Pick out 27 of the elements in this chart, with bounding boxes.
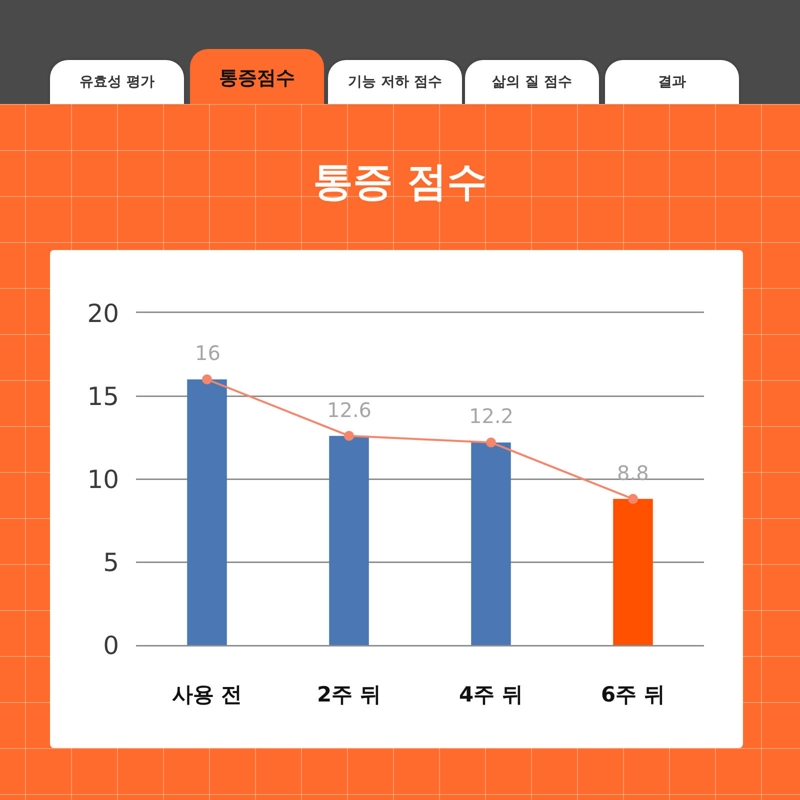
y-tick-label: 20 bbox=[87, 298, 119, 328]
bar bbox=[613, 498, 653, 645]
tab: 결과 bbox=[605, 60, 739, 104]
bar bbox=[187, 379, 227, 645]
data-label: 8.8 bbox=[617, 461, 649, 485]
bar bbox=[471, 442, 511, 645]
chart-title: 통증 점수 bbox=[312, 158, 488, 207]
bar bbox=[329, 436, 369, 645]
data-label: 12.2 bbox=[469, 404, 514, 428]
tab: 기능 저하 점수 bbox=[328, 60, 462, 104]
data-label: 16 bbox=[195, 341, 220, 365]
data-label: 12.6 bbox=[327, 398, 372, 422]
x-tick-label: 사용 전 bbox=[172, 682, 242, 707]
tab: 삶의 질 점수 bbox=[465, 60, 599, 104]
tab: 유효성 평가 bbox=[50, 60, 184, 104]
tab: 통증점수 bbox=[190, 49, 324, 104]
y-tick-label: 15 bbox=[87, 382, 119, 411]
x-tick-label: 4주 뒤 bbox=[459, 682, 523, 707]
y-tick-label: 5 bbox=[103, 548, 119, 577]
point bbox=[202, 374, 212, 384]
point bbox=[486, 437, 496, 448]
point bbox=[628, 494, 638, 504]
point bbox=[344, 430, 354, 441]
x-tick-label: 6주 뒤 bbox=[601, 682, 665, 707]
y-tick-label: 10 bbox=[87, 464, 119, 494]
y-tick-label: 0 bbox=[103, 630, 119, 660]
x-tick-label: 2주 뒤 bbox=[317, 682, 381, 707]
